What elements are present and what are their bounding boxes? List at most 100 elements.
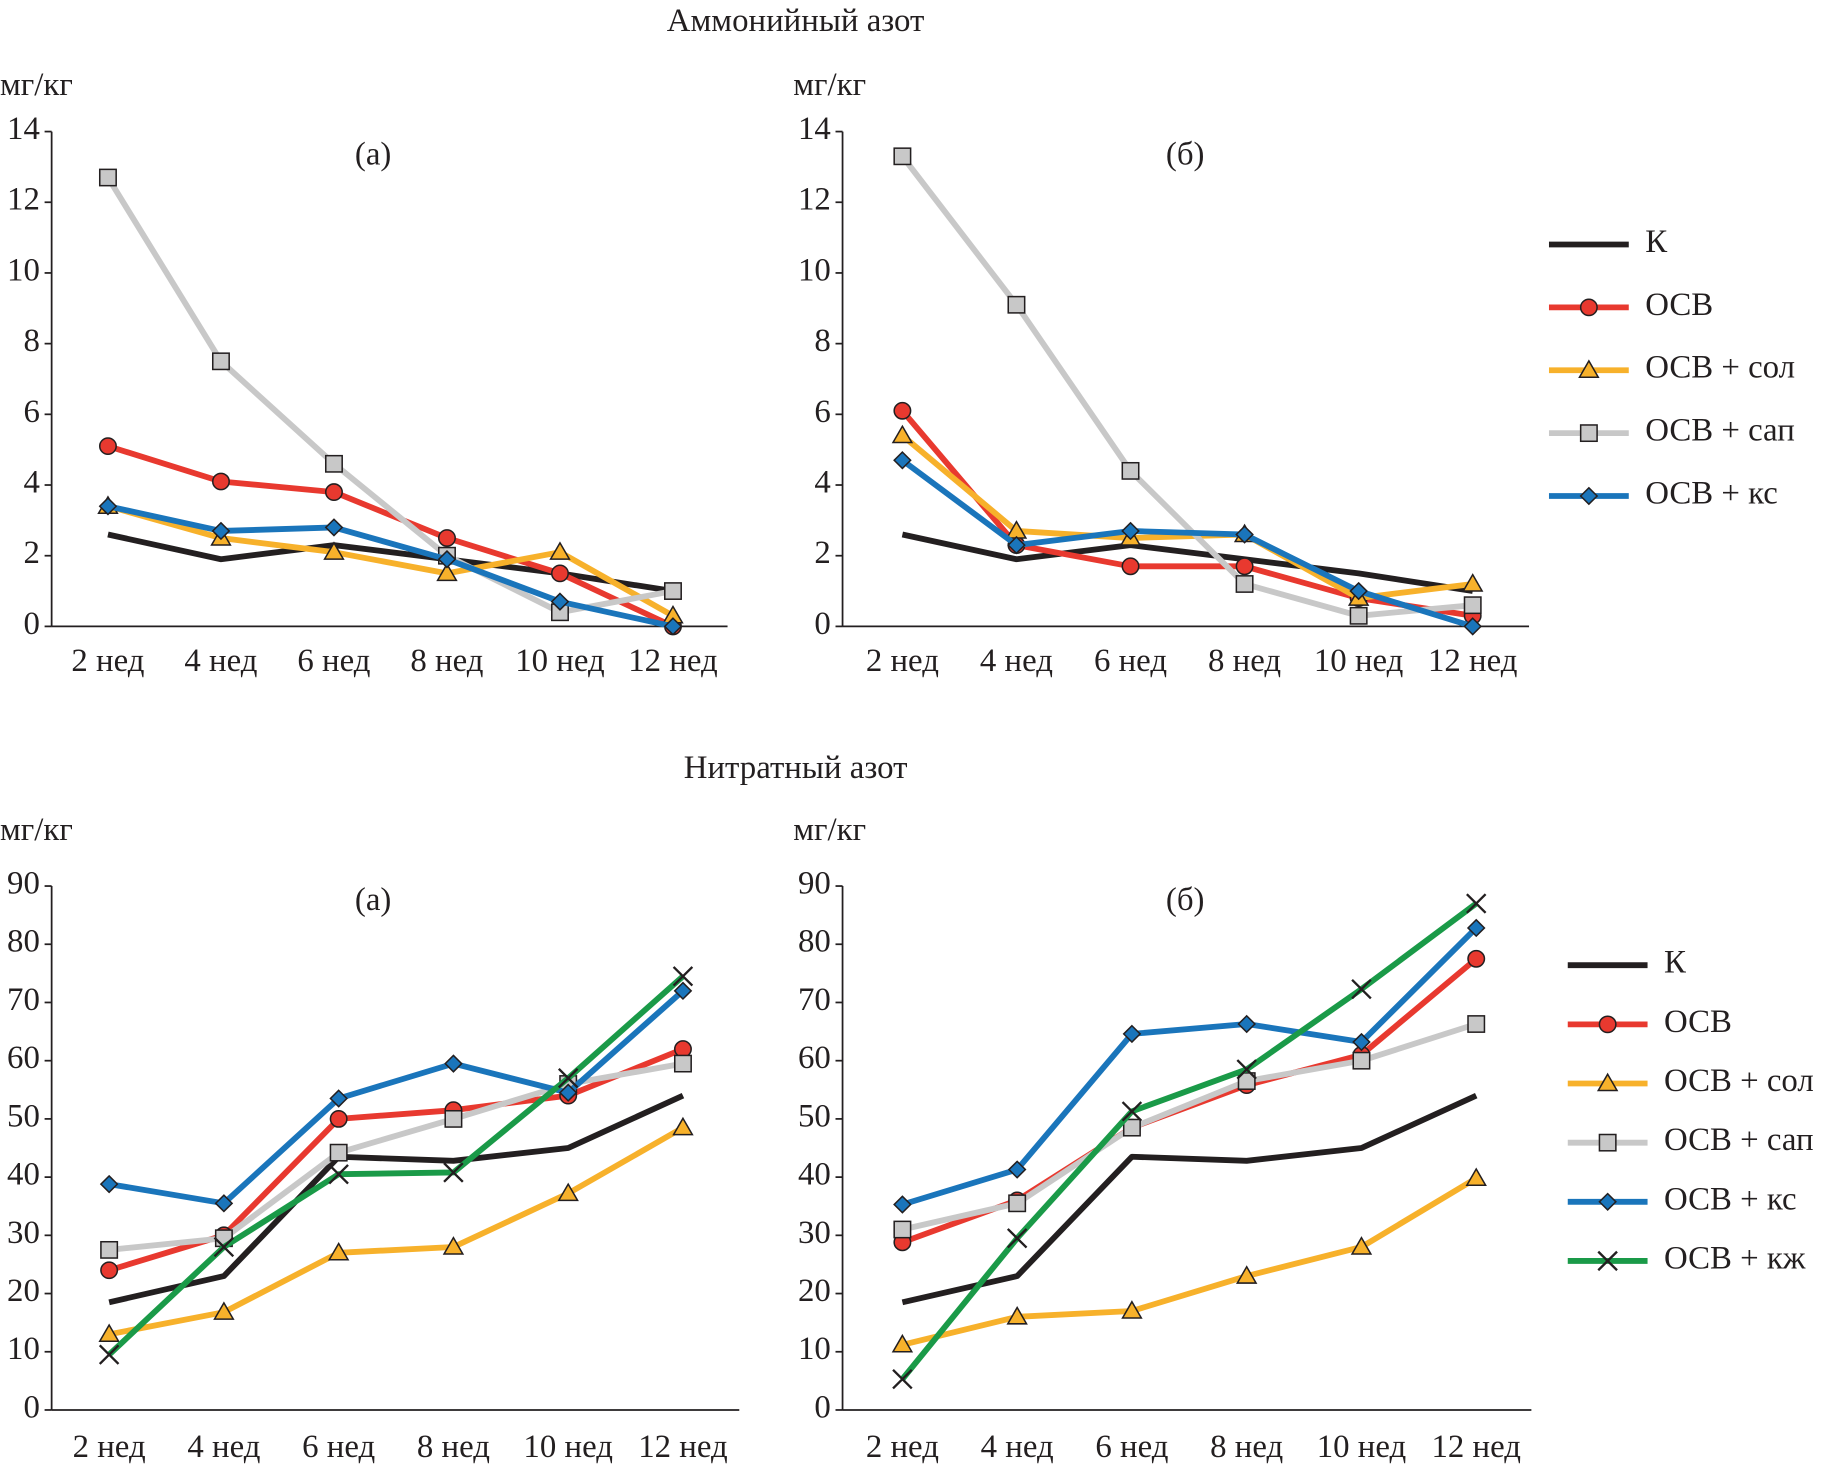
- marker: [324, 518, 344, 537]
- legend-marker: [1597, 1250, 1618, 1272]
- x-tick-label: 8 нед: [417, 1429, 490, 1465]
- series: [99, 981, 693, 1213]
- x-tick-label: 4 нед: [184, 643, 257, 679]
- y-tick-label: 14: [798, 111, 831, 147]
- x-tick-label: 8 нед: [1210, 1429, 1283, 1465]
- line: [900, 901, 1478, 1381]
- line: [108, 1060, 684, 1253]
- marker: [891, 1333, 914, 1353]
- y-tick-label: 30: [7, 1215, 40, 1251]
- section-heading: Аммонийный азот: [667, 3, 925, 39]
- marker: [1121, 1101, 1143, 1122]
- marker: [211, 521, 231, 541]
- y-axis-label: мг/кг: [0, 812, 73, 848]
- series: [893, 1015, 1486, 1239]
- y-tick-label: 90: [7, 866, 40, 902]
- line: [107, 503, 674, 630]
- legend-label: ОСВ: [1664, 1004, 1732, 1040]
- marker: [1006, 1305, 1028, 1325]
- y-tick-label: 8: [23, 323, 39, 359]
- series: [98, 437, 682, 636]
- y-tick-label: 12: [798, 182, 831, 218]
- legend-marker: [1579, 424, 1598, 443]
- x-tick-label: 10 нед: [515, 643, 605, 679]
- y-tick-label: 70: [798, 982, 831, 1018]
- y-tick-label: 0: [814, 606, 830, 642]
- chart-title: (б): [1166, 137, 1205, 173]
- legend-marker: [1596, 1072, 1619, 1092]
- x-tick-label: 10 нед: [1314, 643, 1404, 679]
- marker: [213, 1301, 235, 1320]
- y-tick-label: 10: [7, 1331, 40, 1367]
- y-tick-label: 6: [814, 394, 830, 430]
- x-tick-label: 8 нед: [410, 643, 483, 679]
- line: [900, 408, 1474, 619]
- legend-label: ОСВ + сап: [1664, 1122, 1814, 1158]
- line: [108, 1125, 685, 1338]
- marker: [1467, 949, 1486, 968]
- marker: [211, 472, 230, 491]
- marker: [1462, 573, 1484, 592]
- legend-label: ОСВ + сап: [1645, 413, 1795, 449]
- marker: [1466, 893, 1487, 914]
- marker: [557, 1068, 579, 1089]
- x-tick-label: 8 нед: [1208, 643, 1281, 679]
- marker: [98, 168, 117, 187]
- series: [901, 1092, 1478, 1306]
- marker: [328, 1164, 349, 1185]
- marker: [1007, 1160, 1027, 1179]
- y-tick-label: 8: [814, 323, 830, 359]
- marker: [214, 1194, 234, 1213]
- line: [107, 531, 674, 594]
- line: [107, 503, 675, 619]
- y-tick-label: 12: [7, 182, 40, 218]
- marker: [664, 582, 682, 600]
- y-tick-label: 80: [798, 924, 831, 960]
- series: [891, 1167, 1487, 1353]
- x-tick-label: 6 нед: [1094, 643, 1167, 679]
- marker: [98, 1323, 120, 1343]
- y-axis-label: мг/кг: [793, 812, 866, 848]
- legend-label: ОСВ: [1645, 287, 1713, 323]
- x-tick-label: 2 нед: [71, 643, 144, 679]
- series: [893, 918, 1486, 1214]
- y-tick-label: 90: [798, 866, 831, 902]
- marker: [99, 1174, 119, 1194]
- legend-label: К: [1645, 224, 1667, 260]
- line: [107, 974, 685, 1357]
- marker: [98, 437, 117, 456]
- x-tick-label: 6 нед: [302, 1429, 375, 1465]
- series: [893, 401, 1482, 625]
- marker: [1121, 557, 1140, 576]
- marker: [1350, 1236, 1373, 1255]
- marker: [1349, 581, 1368, 601]
- marker: [1007, 295, 1026, 314]
- marker: [98, 497, 118, 516]
- marker: [557, 1182, 579, 1202]
- marker: [1466, 918, 1486, 938]
- y-tick-label: 0: [23, 606, 39, 642]
- marker: [211, 352, 230, 371]
- marker: [893, 147, 912, 166]
- legend-label: ОСВ + сол: [1664, 1063, 1814, 1099]
- series: [98, 497, 683, 636]
- marker: [329, 1143, 348, 1162]
- marker: [437, 529, 456, 547]
- marker: [1121, 1300, 1143, 1319]
- line: [901, 531, 1474, 594]
- y-tick-label: 4: [23, 465, 39, 501]
- section-heading: Нитратный азот: [684, 750, 908, 786]
- marker: [1351, 978, 1372, 1000]
- x-tick-label: 4 нед: [980, 643, 1053, 679]
- marker: [1235, 575, 1254, 593]
- y-tick-label: 40: [798, 1157, 831, 1193]
- marker: [437, 550, 457, 569]
- marker: [891, 424, 914, 444]
- series: [98, 1116, 694, 1343]
- marker: [663, 617, 683, 636]
- marker: [436, 562, 458, 582]
- y-tick-label: 50: [798, 1098, 831, 1134]
- y-axis-label: мг/кг: [0, 67, 73, 103]
- marker: [558, 1083, 578, 1102]
- marker: [672, 1116, 694, 1136]
